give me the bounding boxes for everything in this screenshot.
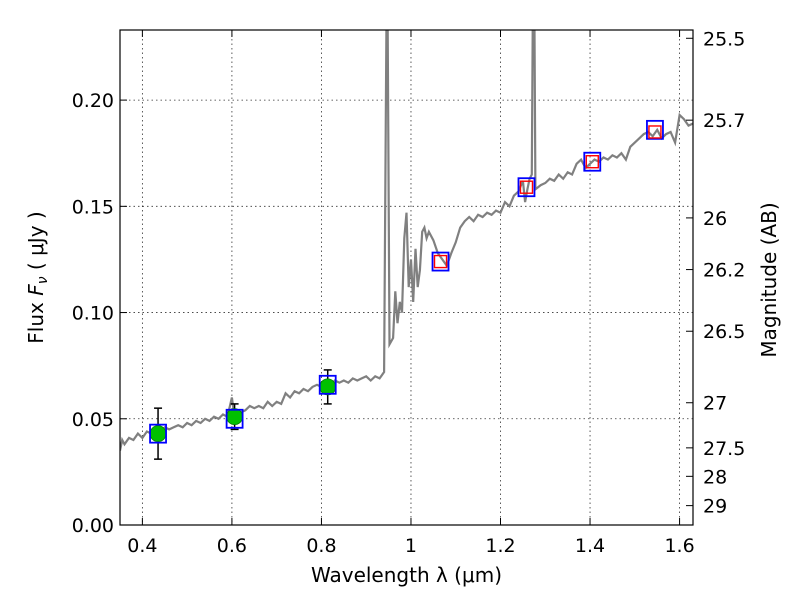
- model-photometry-box: [431, 251, 450, 272]
- x-tick-label: 0.4: [127, 535, 157, 557]
- grid-layer: [120, 30, 693, 526]
- tick-layer: 0.4 0.6 0.8 1 1.2 1.4 1.6 0.00 0.05 0.10 0.15 0.20 2…: [72, 28, 746, 557]
- mag-tick-label: 27: [703, 393, 727, 415]
- x-tick-label: 0.6: [217, 535, 247, 557]
- x-tick-label: 1.4: [575, 535, 605, 557]
- model-photometry-box: [583, 151, 602, 172]
- x-axis-label: Wavelength λ (μm): [311, 563, 502, 587]
- x-tick-label: 1: [405, 535, 417, 557]
- y-tick-label: 0.05: [72, 409, 114, 431]
- mag-tick-label: 29: [703, 496, 727, 518]
- y-tick-label: 0.10: [72, 303, 114, 325]
- y-tick-label: 0.00: [72, 515, 114, 537]
- model-photometry-box: [318, 374, 337, 395]
- x-tick-label: 0.8: [306, 535, 336, 557]
- x-tick-label: 1.2: [485, 535, 515, 557]
- observed-flux-point: [319, 378, 337, 396]
- ir-flux-box: [648, 125, 662, 139]
- mag-tick-label: 28: [703, 466, 727, 488]
- model-photometry-box: [225, 408, 244, 429]
- mag-tick-label: 26.5: [703, 321, 745, 343]
- plot-frame: [119, 29, 694, 526]
- mag-tick-label: 26: [703, 208, 727, 230]
- y2-axis-label: Magnitude (AB): [757, 202, 781, 357]
- ir-flux-box: [433, 254, 448, 269]
- ir-flux-box: [519, 180, 534, 194]
- y-tick-label: 0.15: [72, 196, 114, 218]
- y-axis-label: Flux Fν ( μJy ): [24, 211, 51, 343]
- x-tick-label: 1.6: [664, 535, 694, 557]
- mag-tick-label: 27.5: [703, 438, 745, 460]
- mag-tick-label: 25.5: [703, 28, 745, 50]
- ir-flux-box: [585, 155, 599, 169]
- mag-tick-label: 25.7: [703, 110, 745, 132]
- observed-flux-point: [226, 408, 244, 426]
- mag-tick-label: 26.2: [703, 260, 745, 282]
- model-photometry-box: [149, 423, 167, 444]
- observed-flux-point: [149, 425, 167, 443]
- data-layer: [120, 30, 693, 460]
- model-photometry-box: [517, 177, 536, 198]
- model-spectrum-line: [120, 30, 693, 451]
- model-photometry-box: [646, 119, 664, 140]
- y-tick-label: 0.20: [72, 90, 114, 112]
